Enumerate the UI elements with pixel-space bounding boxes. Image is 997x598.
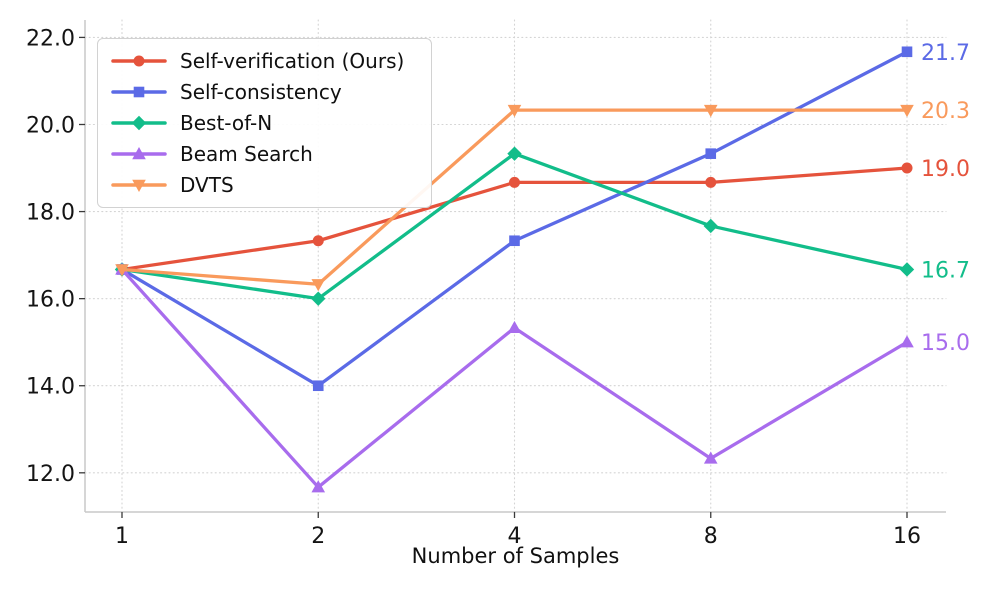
x-tick-label: 1 <box>115 524 129 549</box>
marker-square <box>509 235 520 247</box>
marker-triangle-up <box>507 320 522 334</box>
series-beam-search: 15.0 <box>115 262 970 493</box>
x-tick-label: 4 <box>508 524 522 549</box>
y-tick-label: 14.0 <box>26 375 75 400</box>
marker-triangle-up <box>703 451 718 464</box>
legend-label: Self-consistency <box>180 79 342 104</box>
marker-square <box>133 86 145 98</box>
marker-diamond <box>131 115 147 131</box>
legend-item-self-verification-ours: Self-verification (Ours) <box>110 45 421 76</box>
legend-diamond-swatch-icon <box>111 115 167 131</box>
marker-triangle-down <box>311 279 326 292</box>
y-tick-label: 20.0 <box>26 113 75 138</box>
marker-triangle-down <box>132 180 146 193</box>
y-tick-label: 16.0 <box>26 288 75 313</box>
legend-item-dvts: DVTS <box>110 170 421 201</box>
marker-triangle-down <box>900 104 914 118</box>
series-best-of-n: 16.7 <box>114 146 970 306</box>
marker-circle <box>133 55 145 67</box>
marker-diamond <box>899 262 915 277</box>
marker-triangle-up <box>900 335 914 348</box>
legend-label: DVTS <box>180 173 234 198</box>
legend-square-swatch-icon <box>111 86 167 98</box>
marker-triangle-down <box>507 104 522 118</box>
legend-label: Self-verification (Ours) <box>180 48 405 73</box>
x-tick-label: 2 <box>311 524 325 549</box>
series-dvts: 20.3 <box>115 99 970 292</box>
legend-item-self-consistency: Self-consistency <box>110 76 421 107</box>
marker-circle <box>312 235 324 247</box>
series-end-label: 16.7 <box>921 258 970 283</box>
marker-diamond <box>507 146 522 161</box>
legend-item-best-of-n: Best-of-N <box>110 107 421 138</box>
y-tick-label: 18.0 <box>26 201 75 226</box>
x-tick-label: 16 <box>893 524 921 549</box>
marker-triangle-up <box>311 480 326 493</box>
series-end-label: 21.7 <box>921 41 970 66</box>
legend-label: Beam Search <box>180 142 313 167</box>
legend-triangle-up-swatch-icon <box>111 147 167 160</box>
legend: Self-verification (Ours) Self-consistency… <box>97 38 432 208</box>
x-tick-label: 8 <box>704 524 718 549</box>
marker-triangle-down <box>703 104 718 118</box>
marker-diamond <box>311 291 326 306</box>
series-end-label: 20.3 <box>921 99 970 124</box>
marker-square <box>705 148 717 159</box>
marker-square <box>312 380 324 392</box>
series-end-label: 19.0 <box>921 157 970 182</box>
marker-circle <box>901 162 913 174</box>
axes-spines <box>84 20 946 513</box>
legend-triangle-down-swatch-icon <box>111 180 167 193</box>
legend-label: Best-of-N <box>180 111 273 135</box>
marker-square <box>901 46 913 58</box>
marker-circle <box>509 176 520 188</box>
axis-ticks: 12.0 14.0 16.0 18.0 20.0 22.0 1 2 4 8 16 <box>26 26 921 549</box>
y-tick-label: 12.0 <box>26 462 75 487</box>
x-axis-label: Number of Samples <box>411 544 620 568</box>
series-end-label: 15.0 <box>921 331 970 356</box>
marker-circle <box>705 176 717 188</box>
y-tick-label: 22.0 <box>26 26 75 51</box>
marker-triangle-down <box>115 264 129 277</box>
legend-circle-swatch-icon <box>111 55 167 67</box>
legend-item-beam-search: Beam Search <box>110 139 421 170</box>
marker-diamond <box>703 218 718 234</box>
marker-triangle-up <box>132 147 146 160</box>
